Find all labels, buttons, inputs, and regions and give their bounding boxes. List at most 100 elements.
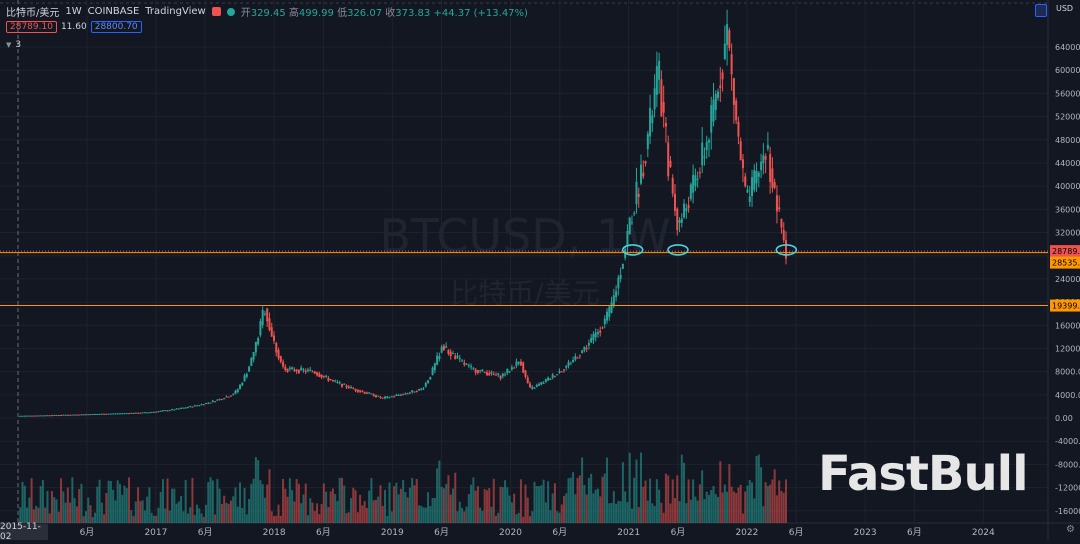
volume-bar: [427, 492, 430, 523]
candle-body: [263, 313, 266, 315]
indicators-count: 3: [15, 40, 22, 50]
volume-bar: [368, 490, 371, 523]
candle-body: [748, 196, 751, 202]
candle-body: [316, 372, 319, 376]
volume-bar: [411, 478, 414, 523]
indicators-toggle[interactable]: ▼ 3: [6, 40, 21, 50]
volume-bar: [436, 468, 439, 523]
candle-body: [547, 377, 550, 381]
volume-bar: [200, 513, 203, 523]
volume-bar: [261, 484, 264, 523]
candle-body: [538, 383, 541, 386]
candle-body: [390, 396, 393, 398]
volume-bar: [717, 497, 720, 523]
volume-bar: [205, 504, 208, 523]
volume-bar: [730, 486, 733, 523]
candle-body: [234, 390, 237, 394]
candle-body: [55, 415, 58, 417]
volume-bar: [195, 504, 198, 523]
interval-label[interactable]: 1W: [65, 6, 82, 17]
volume-bar: [359, 494, 362, 523]
sell-price-button[interactable]: 28789.10: [6, 21, 57, 33]
volume-bar: [692, 479, 695, 523]
candle-body: [57, 415, 60, 417]
price-level-label-bg: [1050, 245, 1080, 258]
volume-bar: [694, 496, 697, 523]
candle-body: [678, 220, 681, 223]
candle-body: [762, 155, 765, 164]
volume-bar: [80, 483, 83, 523]
candle-body: [642, 172, 645, 177]
candle-body: [327, 377, 330, 381]
candle-body: [338, 382, 341, 384]
candle-body: [318, 373, 321, 377]
volume-bar: [345, 513, 348, 523]
candle-body: [542, 382, 545, 384]
volume-bar: [393, 486, 396, 523]
volume-bar: [769, 484, 772, 523]
scale-settings-button[interactable]: [1035, 4, 1047, 17]
volume-bar: [399, 488, 402, 523]
candle-body: [723, 43, 726, 59]
candle-body: [769, 154, 772, 183]
candle-body: [451, 353, 454, 355]
candle-body: [71, 414, 74, 416]
candle-body: [712, 99, 715, 122]
volume-bar: [497, 512, 500, 523]
buy-price-button[interactable]: 28800.70: [90, 21, 142, 33]
volume-bar: [689, 499, 692, 523]
volume-bar: [186, 513, 189, 523]
volume-bar: [458, 501, 461, 523]
symbol-name[interactable]: 比特币/美元: [6, 8, 60, 19]
x-tick-label: 2019: [381, 528, 404, 538]
volume-bar: [615, 503, 618, 523]
candle-body: [606, 311, 609, 321]
candle-body: [354, 388, 357, 391]
volume-bar: [424, 507, 427, 523]
candle-body: [551, 374, 554, 378]
volume-bar: [565, 493, 568, 523]
volume-bar: [370, 478, 373, 523]
candle-body: [345, 385, 348, 388]
candle-body: [173, 409, 176, 411]
candle-body: [501, 373, 504, 377]
candle-body: [732, 78, 735, 105]
y-tick-label: 4000.00: [1055, 391, 1080, 400]
volume-bar: [243, 487, 246, 523]
fastbull-logo: FastBull: [818, 446, 1029, 502]
volume-bar: [669, 503, 672, 523]
gear-icon[interactable]: ⚙: [1066, 524, 1075, 535]
candle-body: [703, 156, 706, 158]
volume-bar: [447, 475, 450, 523]
candle-body: [62, 414, 65, 416]
candle-body: [356, 389, 359, 393]
volume-bar: [263, 497, 266, 523]
chevron-down-icon[interactable]: ▼: [6, 41, 12, 49]
candle-body: [710, 105, 713, 133]
candle-body: [771, 168, 774, 188]
currency-label[interactable]: USD: [1056, 4, 1074, 13]
volume-bar: [132, 516, 135, 523]
volume-bar: [109, 481, 112, 523]
candle-body: [193, 405, 196, 407]
volume-bar: [760, 467, 763, 523]
candle-body: [764, 156, 767, 160]
volume-bar: [53, 497, 56, 523]
candle-body: [200, 404, 203, 406]
volume-bar: [331, 488, 334, 523]
eye-icon[interactable]: [211, 7, 221, 16]
volume-bar: [44, 507, 47, 523]
highlight-circle: [621, 244, 644, 256]
volume-bar: [721, 492, 724, 523]
candle-body: [295, 369, 298, 372]
candle-body: [257, 337, 260, 345]
volume-bar: [649, 478, 652, 523]
volume-bar: [467, 494, 470, 523]
candle-body: [447, 349, 450, 354]
volume-bar: [123, 485, 126, 523]
candle-body: [574, 356, 577, 360]
volume-bar: [273, 516, 276, 523]
